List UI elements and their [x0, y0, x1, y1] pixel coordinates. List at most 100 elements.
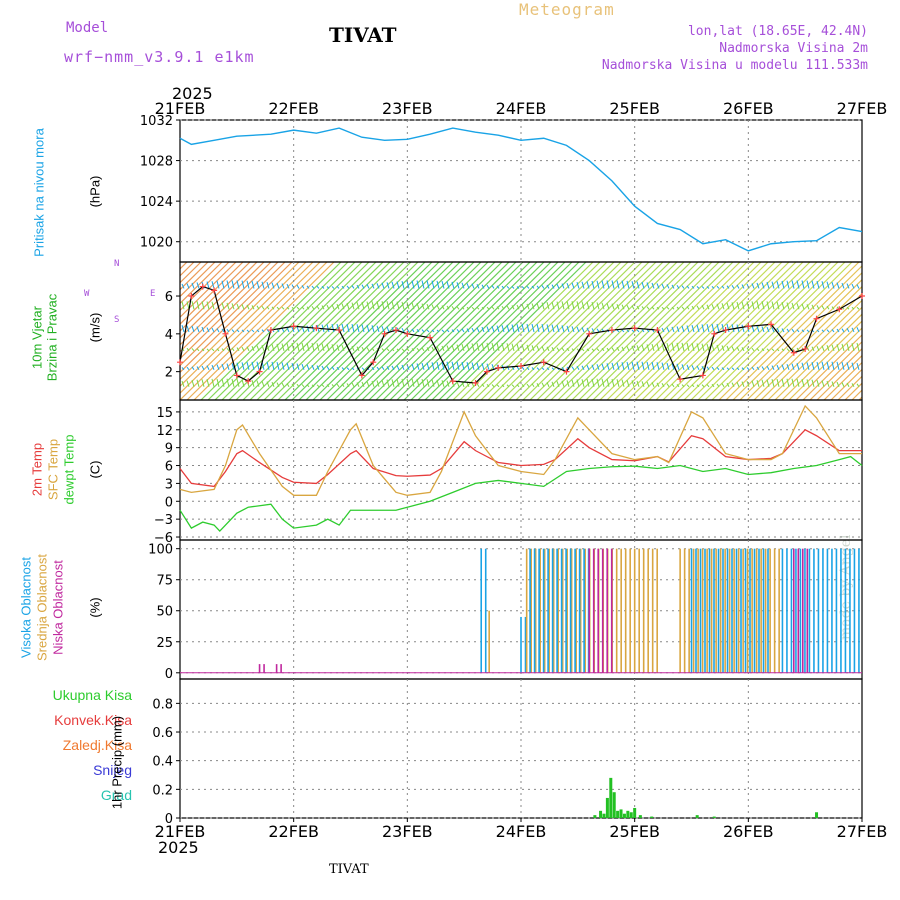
- wind-barb: [471, 283, 475, 289]
- wind-barb: [306, 342, 310, 351]
- wind-speed-marker: [211, 287, 218, 294]
- wind-speed-marker: [563, 368, 570, 375]
- wind-barb: [546, 302, 550, 310]
- wind-barb: [411, 302, 415, 310]
- wind-barb: [731, 367, 735, 371]
- wind-barb: [676, 342, 680, 351]
- wind-barb: [401, 348, 405, 352]
- wind-hatch-line: [180, 262, 251, 332]
- wind-barb: [236, 303, 240, 310]
- wind-barb: [236, 329, 240, 333]
- wind-barb: [361, 346, 365, 352]
- wind-barb: [286, 362, 290, 370]
- wind-barb: [426, 379, 430, 387]
- wind-barb: [326, 343, 330, 351]
- wind-barb: [596, 378, 600, 387]
- wind-hatch-line: [180, 262, 216, 298]
- wind-barb: [351, 323, 355, 333]
- wind-barb: [416, 280, 420, 289]
- wind-speed-marker: [483, 368, 490, 375]
- wind-hatch-line: [417, 262, 559, 400]
- wind-speed-marker: [188, 293, 195, 300]
- wind-barb: [576, 365, 580, 370]
- wind-barb: [566, 282, 570, 289]
- wind-barb: [686, 342, 690, 351]
- wind-barb: [311, 285, 315, 289]
- wind-barb: [361, 324, 365, 333]
- wind-barb: [241, 329, 245, 333]
- wind-barb: [296, 383, 300, 388]
- wind-barb: [846, 328, 850, 333]
- wind-barb: [211, 327, 215, 333]
- wind-barb: [326, 304, 330, 310]
- wind-barb: [196, 301, 200, 310]
- wind-barb: [751, 347, 755, 352]
- wind-barb: [651, 282, 655, 289]
- wind-barb: [686, 364, 690, 370]
- wind-barb: [801, 362, 805, 370]
- wind-barb: [246, 361, 250, 370]
- wind-barb: [301, 285, 305, 289]
- wind-barb: [366, 381, 370, 387]
- wind-barb: [421, 362, 425, 370]
- wind-barb: [356, 324, 360, 333]
- wind-barb: [526, 366, 530, 371]
- wind-barb: [851, 343, 855, 351]
- wind-barb: [831, 329, 835, 333]
- wind-barb: [396, 348, 400, 352]
- precip-bar: [629, 812, 633, 818]
- wind-barb: [521, 323, 525, 333]
- lonlat-label: lon,lat (18.65E, 42.4N): [687, 24, 868, 39]
- wind-barb: [531, 383, 535, 388]
- wind-barb: [501, 305, 505, 310]
- wind-barb: [381, 379, 385, 387]
- wind-barb: [736, 367, 740, 371]
- wind-speed-marker: [608, 327, 615, 334]
- wind-barb: [606, 347, 610, 352]
- wind-barb: [526, 285, 530, 289]
- wind-barb: [441, 329, 445, 333]
- wind-barb: [201, 326, 205, 333]
- wind-barb: [416, 329, 420, 333]
- wind-barb: [216, 364, 220, 370]
- wind-barb: [591, 348, 595, 352]
- wind-hatch-line: [739, 278, 862, 400]
- wind-barb: [386, 379, 390, 387]
- wind-barb: [356, 382, 360, 387]
- wind-barb: [641, 361, 645, 370]
- wind-hatch-line: [193, 262, 335, 400]
- wind-barb: [736, 381, 740, 387]
- wind-barb: [601, 302, 605, 310]
- wind-barb: [741, 381, 745, 387]
- y-tick-label: 4: [165, 328, 173, 343]
- wind-barb: [751, 283, 755, 289]
- wind-barb: [251, 361, 255, 370]
- wind-barb: [296, 363, 300, 370]
- wind-barb: [786, 302, 790, 310]
- wind-barb: [326, 324, 330, 333]
- wind-barb: [576, 301, 580, 310]
- legend-konvek: Konvek.Kisa: [54, 712, 132, 728]
- wind-barb: [456, 328, 460, 333]
- precip-bar: [593, 815, 597, 818]
- wind-barb: [476, 343, 480, 351]
- wind-barb: [836, 381, 840, 387]
- wind-barb: [541, 302, 545, 310]
- wind-barb: [211, 301, 215, 310]
- wind-barb: [236, 347, 240, 352]
- wind-speed-marker: [722, 327, 729, 334]
- wind-barb: [251, 379, 255, 387]
- legend-grad: Grad: [100, 787, 132, 803]
- wind-barb: [356, 346, 360, 352]
- wind-barb: [216, 328, 220, 333]
- wind-barb: [411, 328, 415, 333]
- wind-speed-marker: [802, 345, 809, 352]
- wind-barb: [226, 378, 230, 387]
- precip-bar: [599, 810, 603, 818]
- wind-barb: [681, 364, 685, 370]
- wind-hatch-line: [543, 262, 685, 400]
- wind-barb: [581, 281, 585, 289]
- wind-barb: [421, 329, 425, 333]
- wind-hatch-line: [180, 262, 195, 277]
- wind-barb: [391, 379, 395, 387]
